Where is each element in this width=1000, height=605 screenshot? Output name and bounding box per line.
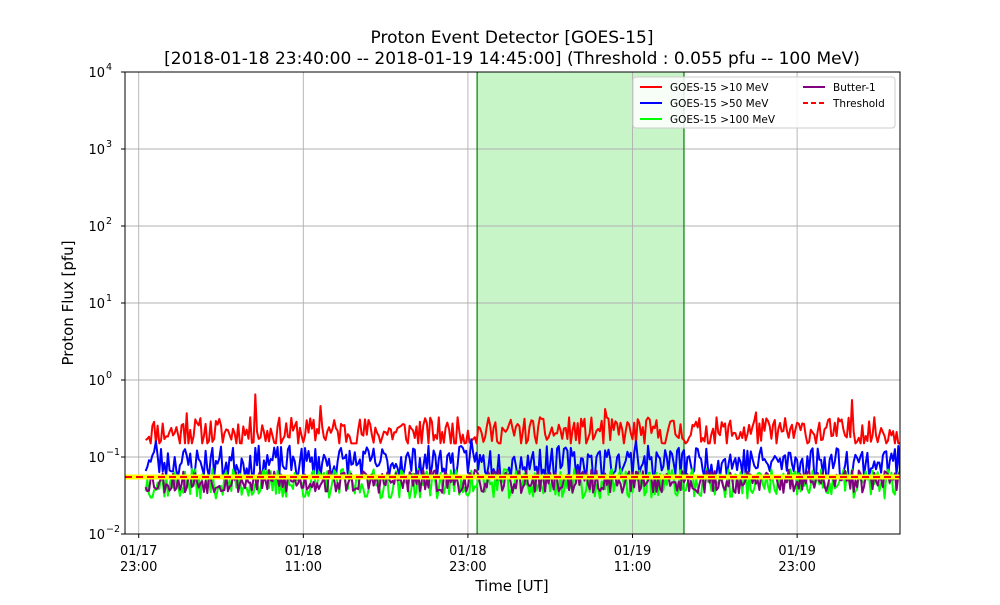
x-tick-date: 01/18 [285, 544, 322, 559]
series-line-goes-15-10-mev [145, 393, 900, 445]
x-tick-date: 01/19 [778, 544, 815, 559]
x-tick-time: 11:00 [285, 560, 322, 575]
y-tick-label: 10 [88, 297, 105, 312]
chart-subtitle: [2018-01-18 23:40:00 -- 2018-01-19 14:45… [164, 49, 860, 69]
x-axis-label: Time [UT] [474, 577, 548, 595]
y-tick-exponent: 0 [106, 370, 112, 381]
x-tick-time: 11:00 [614, 560, 651, 575]
y-tick-label: 10 [88, 66, 105, 81]
legend-label: GOES-15 >10 MeV [670, 82, 769, 94]
legend-label: Threshold [832, 98, 885, 110]
y-tick-exponent: 1 [106, 293, 112, 304]
x-tick-time: 23:00 [449, 560, 486, 575]
legend-label: Butter-1 [833, 82, 876, 94]
legend-label: GOES-15 >100 MeV [670, 114, 776, 126]
legend: GOES-15 >10 MeV GOES-15 >50 MeV GOES-15 >1… [632, 76, 896, 129]
legend-box [632, 76, 896, 129]
y-tick-label: 10 [88, 374, 105, 389]
y-tick-label: 10 [88, 528, 105, 543]
y-tick-exponent: 2 [106, 216, 112, 227]
y-tick-exponent: −2 [106, 524, 120, 535]
y-tick-label: 10 [88, 451, 105, 466]
x-tick-date: 01/19 [614, 544, 651, 559]
y-tick-label: 10 [88, 220, 105, 235]
x-tick-time: 23:00 [120, 560, 157, 575]
x-tick-date: 01/18 [449, 544, 486, 559]
y-axis-label: Proton Flux [pfu] [59, 240, 77, 365]
y-tick-exponent: −1 [106, 447, 120, 458]
chart-title: Proton Event Detector [GOES-15] [371, 28, 654, 48]
y-tick-exponent: 4 [106, 62, 112, 73]
series-line-goes-15-50-mev [144, 438, 900, 478]
y-tick-label: 10 [88, 143, 105, 158]
legend-label: GOES-15 >50 MeV [670, 98, 769, 110]
x-tick-time: 23:00 [778, 560, 815, 575]
x-tick-date: 01/17 [120, 544, 157, 559]
y-tick-exponent: 3 [106, 139, 112, 150]
